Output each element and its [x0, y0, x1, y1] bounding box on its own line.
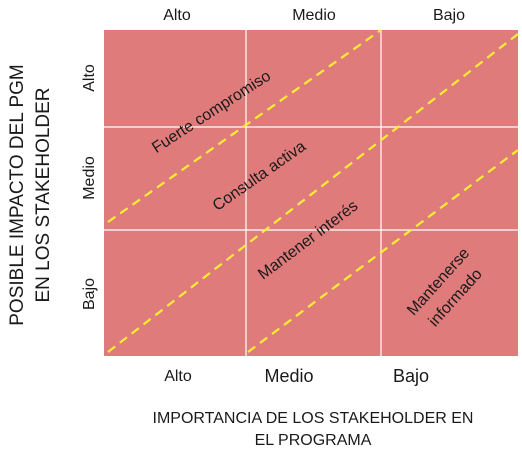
dashed-line-2 — [107, 33, 519, 353]
dashed-line-3 — [247, 149, 519, 353]
x-axis-title-line-2: EL PROGRAMA — [255, 432, 372, 449]
left-label-medio: Medio — [81, 156, 98, 200]
top-label-bajo: Bajo — [433, 7, 465, 24]
bottom-label-medio: Medio — [264, 366, 313, 386]
left-label-bajo: Bajo — [81, 278, 98, 310]
x-axis-title-line-1: IMPORTANCIA DE LOS STAKEHOLDER EN — [153, 410, 474, 427]
y-axis-title-line-1: POSIBLE IMPACTO DEL PGM — [7, 64, 28, 326]
bottom-label-alto: Alto — [164, 368, 192, 385]
y-axis-title-line-2: EN LOS STAKEHOLDER — [33, 87, 54, 302]
bottom-label-bajo: Bajo — [393, 366, 429, 386]
top-label-alto: Alto — [163, 7, 191, 24]
dashed-line-1 — [107, 29, 382, 223]
top-label-medio: Medio — [292, 7, 336, 24]
grid-lines — [104, 30, 518, 356]
dashed-separators — [107, 29, 519, 353]
left-label-alto: Alto — [81, 64, 98, 92]
